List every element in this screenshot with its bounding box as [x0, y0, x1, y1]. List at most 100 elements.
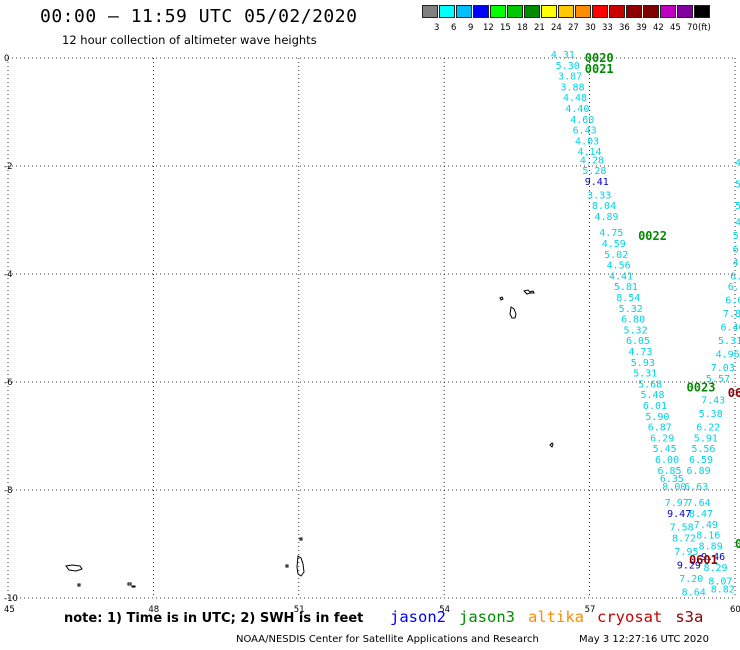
color-scale-swatch: [677, 5, 693, 18]
legend-entry-jason3: jason3: [459, 608, 515, 626]
swh-value-label: 4.56: [607, 261, 631, 272]
swh-value-label: 8.64: [682, 587, 706, 598]
swh-value-label: 5.2: [733, 231, 740, 242]
swh-value-label: 8.89: [699, 541, 723, 552]
swh-value-label: 5.81: [614, 282, 638, 293]
swh-value-label: 6.89: [687, 466, 711, 477]
swh-value-label: 4.59: [602, 239, 626, 250]
swh-value-label: 5.93: [631, 358, 655, 369]
swh-value-label: 9.46: [701, 552, 725, 563]
swh-value-label: 4.28: [580, 155, 604, 166]
island-outline: [499, 296, 504, 301]
swh-value-label: 6.43: [573, 126, 597, 137]
swh-value-label: 8.16: [696, 531, 720, 542]
island-outline: [127, 582, 132, 586]
island-outline: [285, 564, 289, 568]
color-scale-tick-label: 15: [500, 23, 511, 33]
swh-value-label: 5.68: [638, 379, 662, 390]
swh-value-label: 3.33: [587, 190, 611, 201]
swh-value-label: 6.85: [657, 466, 681, 477]
swh-value-label: 9.29: [677, 560, 701, 571]
swh-value-label: 5.38: [699, 409, 723, 420]
x-tick-label: 51: [294, 605, 305, 615]
swh-value-label: 3.88: [561, 82, 585, 93]
island-outline: [131, 585, 136, 588]
color-scale-swatch: [473, 5, 489, 18]
swh-value-label: 4.73: [628, 347, 652, 358]
swh-value-label: 7.43: [701, 396, 725, 407]
swh-value-label: 4.98: [733, 258, 740, 269]
pass-time-label: 0: [735, 537, 740, 551]
color-scale-tick-label: 45: [670, 23, 681, 33]
island-outline: [77, 583, 81, 587]
color-scale-swatch: [541, 5, 557, 18]
y-tick-label: -4: [4, 270, 12, 280]
x-tick-label: 54: [439, 605, 450, 615]
satellite-legend: jason2 jason3 altika cryosat s3a: [390, 608, 716, 626]
swh-value-label: 5.31: [718, 336, 740, 347]
swh-value-label: 7.58: [670, 523, 694, 534]
swh-value-label: 4.14: [577, 147, 601, 158]
pass-time-label: 0023: [687, 380, 716, 394]
color-scale-swatch: [575, 5, 591, 18]
legend-entry-cryosat: cryosat: [597, 608, 663, 626]
pass-time-label: 06: [728, 386, 740, 400]
y-tick-label: -2: [4, 162, 12, 172]
swh-value-label: 9.41: [585, 177, 609, 188]
island-outline: [509, 306, 517, 319]
color-scale-swatch: [507, 5, 523, 18]
swh-value-label: 7.95: [674, 547, 698, 558]
color-scale-unit: (ft): [698, 23, 711, 33]
chart-subtitle: 12 hour collection of altimeter wave hei…: [62, 33, 317, 47]
island-outline: [299, 537, 303, 541]
island-outline: [65, 564, 83, 572]
swh-value-label: 5.31: [633, 369, 657, 380]
island-outline: [523, 289, 535, 295]
color-scale-swatch: [422, 5, 438, 18]
color-scale-swatch: [490, 5, 506, 18]
swh-value-label: 8.54: [616, 293, 640, 304]
swh-value-label: 7.03: [711, 363, 735, 374]
color-scale-tick-label: 36: [619, 23, 630, 33]
color-scale-tick-label: 70: [687, 23, 698, 33]
swh-value-label: 6.63: [725, 296, 740, 307]
color-scale-swatch: [592, 5, 608, 18]
swh-value-label: 5.91: [694, 433, 718, 444]
generated-timestamp: May 3 12:27:16 UTC 2020: [579, 634, 709, 645]
pass-time-label: 0021: [585, 62, 614, 76]
swh-value-label: 6.35: [660, 474, 684, 485]
color-scale-swatch: [660, 5, 676, 18]
swh-value-label: 5.45: [653, 444, 677, 455]
swh-value-label: 5.30: [556, 61, 580, 72]
color-scale-tick-label: 12: [483, 23, 494, 33]
color-scale-swatch: [643, 5, 659, 18]
swh-value-label: 6.08: [728, 282, 740, 293]
swh-value-label: 7.86: [723, 309, 740, 320]
swh-value-label: 7.20: [679, 574, 703, 585]
swh-value-label: 6.46: [720, 323, 740, 334]
swh-value-label: 6.80: [621, 315, 645, 326]
swh-value-label: 6.63: [684, 482, 708, 493]
swh-value-label: 6.01: [643, 401, 667, 412]
swh-value-label: 4.60: [570, 115, 594, 126]
color-scale-tick-label: 6: [451, 23, 457, 33]
color-scale-tick-label: 27: [568, 23, 579, 33]
legend-entry-altika: altika: [528, 608, 584, 626]
color-scale-swatch: [609, 5, 625, 18]
swh-value-label: 6.11: [730, 271, 740, 282]
swh-value-label: 6.1: [733, 244, 740, 255]
color-scale-swatch: [456, 5, 472, 18]
color-scale-tick-label: 18: [517, 23, 528, 33]
swh-value-label: 6.87: [648, 423, 672, 434]
y-tick-label: -6: [4, 378, 12, 388]
legend-entry-s3a: s3a: [675, 608, 704, 626]
x-tick-label: 60: [730, 605, 740, 615]
swh-value-label: 4.75: [599, 228, 623, 239]
swh-value-label: 6.05: [626, 336, 650, 347]
x-tick-label: 57: [585, 605, 596, 615]
legend-entry-jason2: jason2: [390, 608, 446, 626]
swh-value-label: 8.07: [708, 577, 732, 588]
swh-value-label: 5: [735, 180, 740, 191]
swh-value-label: 4.41: [609, 271, 633, 282]
